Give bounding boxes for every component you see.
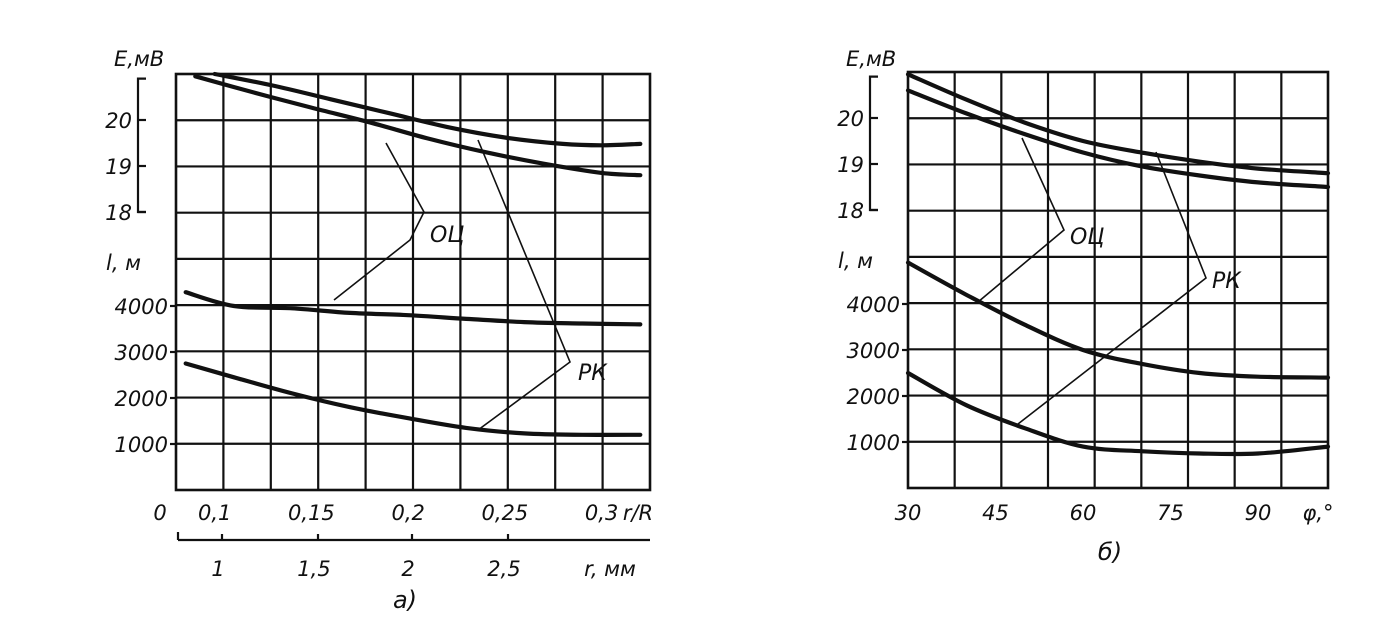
e-axis-tick-label: 20 [837,107,864,131]
x-axis-tick-label: 0,15 [288,501,335,525]
x-axis-label: φ,° [1302,501,1333,525]
panel-a: 20 19 18 E,мВ 4000 3000 2000 1000 l, м 0 0,1 0,15 0,… [105,47,653,614]
x-axis-label: r/R [623,501,653,525]
callout-label-rk: РК [578,361,608,386]
x-axis-tick-label: 0 [153,501,166,525]
secondary-axis-tick-label: 2 [401,557,414,581]
l-axis-tick-label: 2000 [847,385,900,409]
l-axis-tick-label: 1000 [115,433,168,457]
l-axis-label: l, м [106,251,141,275]
l-axis-tick-label: 3000 [115,341,168,365]
x-axis-tick-label: 90 [1245,501,1272,525]
x-axis-tick-label: 30 [895,501,922,525]
x-axis-tick-label: 60 [1070,501,1097,525]
plot-frame [174,72,652,492]
x-axis-tick-label: 0,2 [391,501,424,525]
plot-frame [906,70,1330,490]
e-axis-tick-label: 18 [105,201,132,225]
panel-label: а) [393,586,417,614]
e-axis-label: E,мВ [114,47,164,71]
l-axis-tick-label: 4000 [115,295,168,319]
panel-b: 20 19 18 E,мВ 4000 3000 2000 1000 l, м 30 45 60 75 90… [837,47,1333,566]
series-line-l-rk [183,361,643,437]
l-axis-tick-label: 3000 [847,339,900,363]
x-axis-tick-label: 75 [1157,501,1184,525]
series-line-e-rk [905,72,1331,176]
series-line-l-oc [183,290,643,327]
callout-leader-oc [333,142,425,301]
callout-leader-rk [477,139,571,431]
e-axis-tick-label: 20 [105,109,132,133]
e-axis-label: E,мВ [846,47,896,71]
callout-label-oc: ОЦ [430,223,464,248]
series-line-l-oc [905,260,1331,380]
series-line-e-oc [193,74,643,178]
x-axis-tick-label: 0,3 [585,501,618,525]
e-axis-tick-label: 19 [105,155,132,179]
secondary-axis-label: r, мм [584,557,636,581]
panel-label: б) [1098,538,1122,566]
l-axis-tick-label: 1000 [847,431,900,455]
callout-label-oc: ОЦ [1070,225,1104,250]
l-axis-tick-label: 4000 [847,293,900,317]
series-line-e-oc [905,88,1331,190]
e-axis-bracket [868,75,878,212]
callout-label-rk: РК [1212,269,1242,294]
secondary-axis-tick-label: 1,5 [297,557,330,581]
e-axis-tick-label: 19 [837,153,864,177]
l-axis-tick-label: 2000 [115,387,168,411]
callout-leader-rk [1017,151,1207,425]
callout-leader-oc [977,137,1065,303]
x-axis-tick-label: 0,25 [482,501,529,525]
e-axis-tick-label: 18 [837,199,864,223]
x-axis-tick-label: 45 [982,501,1009,525]
series-line-e-rk [212,71,643,148]
series-line-l-rk [905,370,1331,457]
secondary-axis-tick-label: 2,5 [487,557,520,581]
secondary-axis-tick-label: 1 [211,557,224,581]
l-axis-label: l, м [838,249,873,273]
x-axis-tick-label: 0,1 [198,501,231,525]
e-axis-bracket [136,77,146,214]
